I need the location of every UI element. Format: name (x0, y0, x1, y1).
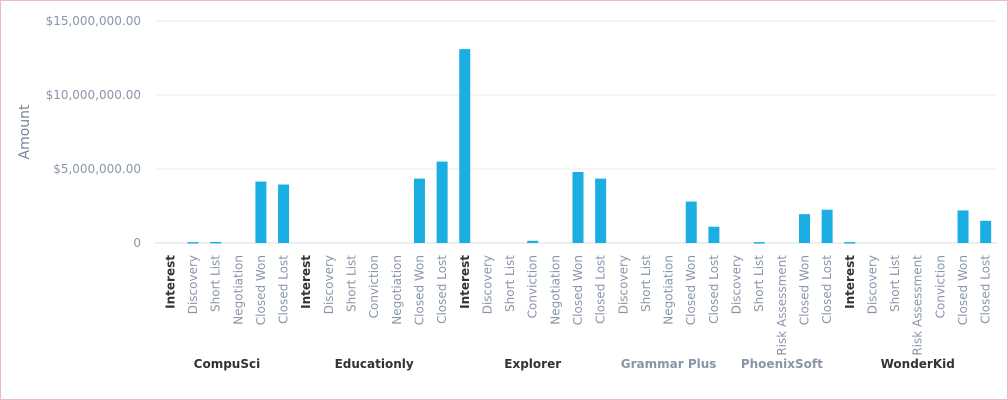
group-label: Educationly (335, 357, 414, 371)
bar[interactable] (844, 242, 856, 244)
bar[interactable] (685, 201, 697, 243)
x-tick-label: Short List (639, 255, 653, 312)
x-tick-label: Discovery (616, 255, 630, 314)
bar[interactable] (210, 241, 222, 244)
x-tick-label: Discovery (865, 255, 879, 314)
x-tick-label: Negotiation (231, 255, 245, 325)
x-tick-label: Risk Assessment (775, 255, 789, 356)
x-tick-label: Closed Won (254, 255, 268, 325)
x-tick-label: Interest (458, 255, 472, 309)
bar[interactable] (436, 161, 448, 243)
x-tick-label: Interest (299, 255, 313, 309)
group-label: CompuSci (194, 357, 261, 371)
x-tick-label: Risk Assessment (911, 255, 925, 356)
y-tick-label: $10,000,000.00 (46, 88, 141, 102)
x-tick-label: Negotiation (662, 255, 676, 325)
x-tick-label: Closed Lost (820, 255, 834, 324)
x-tick-label: Short List (345, 255, 359, 312)
group-label: PhoenixSoft (741, 357, 823, 371)
x-tick-label: Closed Won (571, 255, 585, 325)
bar[interactable] (957, 210, 969, 243)
x-tick-label: Closed Lost (277, 255, 291, 324)
x-tick-label: Closed Lost (435, 255, 449, 324)
x-tick-label: Closed Won (684, 255, 698, 325)
x-tick-label: Interest (843, 255, 857, 309)
bar[interactable] (753, 242, 765, 244)
x-tick-label: Closed Lost (594, 255, 608, 324)
bar[interactable] (187, 242, 199, 244)
x-tick-label: Negotiation (548, 255, 562, 325)
bar[interactable] (798, 214, 810, 243)
x-tick-label: Conviction (526, 255, 540, 318)
bar[interactable] (527, 240, 539, 243)
bar[interactable] (980, 220, 992, 243)
x-axis-group-labels: CompuSci Educationly Explorer Grammar Plus P… (194, 357, 955, 371)
x-tick-label: Closed Won (797, 255, 811, 325)
x-tick-label: Closed Lost (979, 255, 993, 324)
bar[interactable] (595, 178, 607, 243)
x-tick-label: Closed Won (412, 255, 426, 325)
group-label: WonderKid (881, 357, 955, 371)
bar[interactable] (821, 209, 833, 243)
x-tick-label: Interest (163, 255, 177, 309)
x-tick-label: Closed Lost (707, 255, 721, 324)
x-tick-label: Conviction (367, 255, 381, 318)
x-tick-label: Discovery (480, 255, 494, 314)
group-label: Grammar Plus (621, 357, 717, 371)
x-tick-label: Discovery (322, 255, 336, 314)
bar[interactable] (572, 171, 584, 243)
bars (187, 49, 992, 244)
x-tick-label: Discovery (730, 255, 744, 314)
bar[interactable] (413, 178, 425, 243)
x-axis-category-labels: Interest Discovery Short List Negotiation Cl… (163, 255, 992, 356)
x-tick-label: Conviction (933, 255, 947, 318)
y-tick-label: $15,000,000.00 (46, 14, 141, 28)
x-tick-label: Short List (503, 255, 517, 312)
group-label: Explorer (504, 357, 561, 371)
x-tick-label: Short List (752, 255, 766, 312)
x-tick-label: Short List (209, 255, 223, 312)
bar[interactable] (278, 184, 290, 243)
x-tick-label: Negotiation (390, 255, 404, 325)
x-tick-label: Closed Won (956, 255, 970, 325)
y-tick-label: $5,000,000.00 (53, 162, 141, 176)
bar[interactable] (708, 226, 720, 243)
y-axis-ticks: 0 $5,000,000.00 $10,000,000.00 $15,000,000.… (46, 14, 141, 250)
x-tick-label: Short List (888, 255, 902, 312)
x-tick-label: Discovery (186, 255, 200, 314)
bar[interactable] (255, 181, 267, 243)
y-axis-label: Amount (17, 104, 33, 160)
bar[interactable] (459, 49, 471, 244)
y-tick-label: 0 (133, 236, 141, 250)
